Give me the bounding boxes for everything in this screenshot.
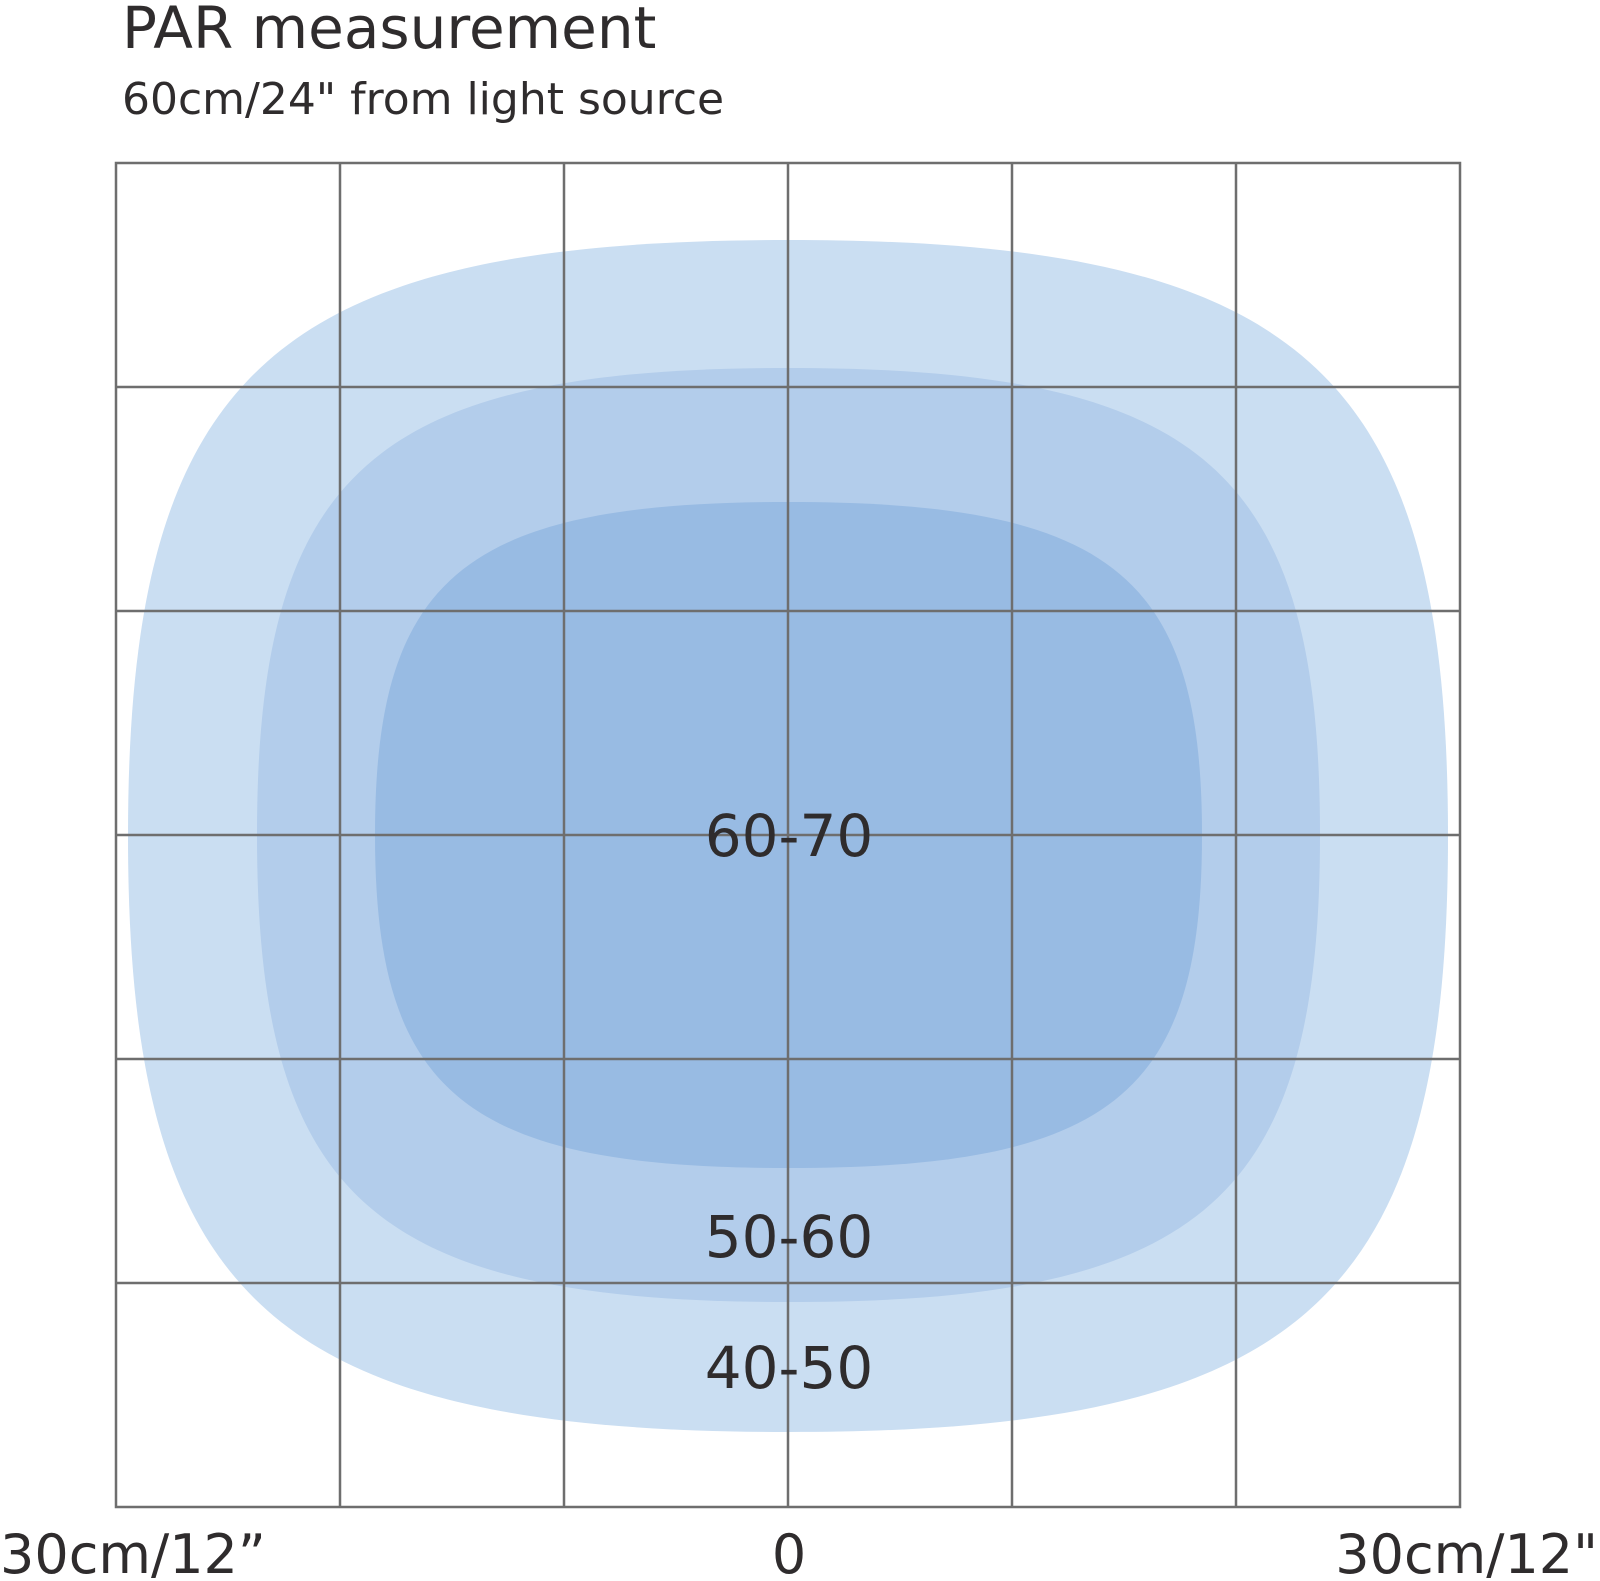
subtitle: 60cm/24" from light source [122,74,724,125]
zone-label: 50-60 [705,1203,874,1271]
zone-label: 40-50 [705,1334,874,1402]
axis-label-right: 30cm/12" [1335,1523,1598,1581]
axis-label-center: 0 [772,1523,806,1581]
title: PAR measurement [122,0,656,62]
zone-label: 60-70 [705,802,874,870]
grid [114,161,1462,1509]
axis-label-left: 30cm/12” [0,1523,266,1581]
